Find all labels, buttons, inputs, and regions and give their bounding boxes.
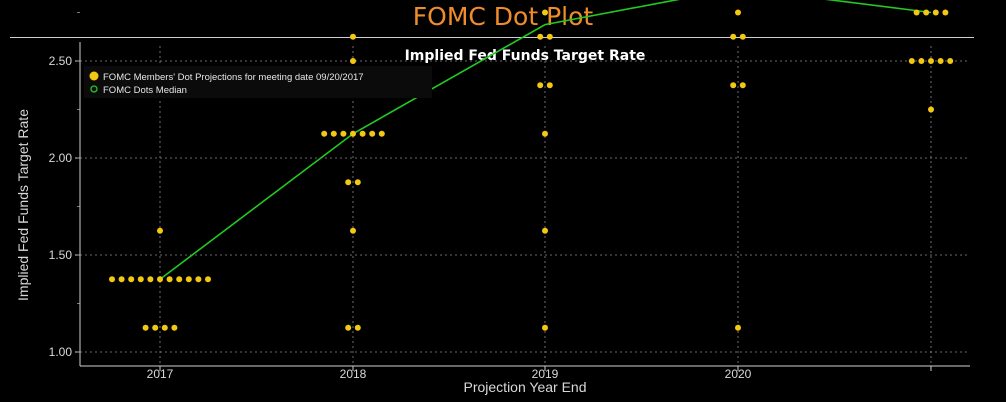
fomc-dot: [369, 130, 376, 137]
fomc-dot: [928, 58, 934, 64]
median-line-group: [159, 0, 932, 280]
fomc-dot: [546, 82, 553, 89]
fomc-dot: [913, 9, 920, 16]
title-divider: [10, 37, 974, 38]
fomc-dot: [166, 276, 173, 283]
fomc-dot: [537, 82, 544, 89]
legend-entry-median: FOMC Dots Median: [103, 85, 187, 96]
fomc-dot: [908, 58, 915, 64]
fomc-dot: [350, 58, 356, 64]
y-tick-label: 2.50: [49, 54, 73, 68]
fomc-dot: [350, 130, 356, 137]
y-tick-label: 2.00: [49, 151, 73, 165]
fomc-dot: [195, 276, 202, 283]
fomc-dot: [739, 82, 746, 89]
fomc-dot: [340, 130, 347, 137]
fomc-dot: [928, 106, 934, 113]
x-tick-label: 2018: [340, 367, 367, 381]
x-tick-label: 2017: [147, 367, 174, 381]
fomc-dot: [345, 179, 352, 186]
fomc-dot: [161, 324, 168, 331]
fomc-dot: [147, 276, 154, 283]
fomc-dot: [321, 130, 328, 137]
page-title: FOMC Dot Plot: [412, 2, 594, 31]
fomc-dot: [542, 9, 548, 16]
fomc-dot: [157, 276, 163, 283]
fomc-dot: [546, 33, 553, 40]
fomc-dot: [142, 324, 149, 331]
fomc-dot: [730, 82, 737, 89]
fomc-dot: [923, 9, 930, 16]
median-line: [159, 0, 932, 280]
chart-title: Implied Fed Funds Target Rate: [405, 48, 646, 64]
legend-dot-marker: [89, 71, 99, 81]
fomc-dot: [378, 130, 385, 137]
fomc-dot: [942, 9, 949, 16]
legend-box: [84, 66, 432, 98]
fomc-dot: [171, 324, 178, 331]
x-axis-label: Projection Year End: [464, 379, 587, 395]
legend-median-marker: [90, 85, 98, 93]
fomc-dot: [542, 227, 548, 234]
legend: FOMC Members' Dot Projections for meetin…: [84, 66, 432, 98]
grid-lines: [80, 46, 970, 366]
fomc-dot: [537, 33, 544, 40]
fomc-dot: [542, 324, 548, 331]
fomc-dot: [157, 227, 163, 234]
fomc-dot: [152, 324, 159, 331]
fomc-dot: [735, 9, 741, 16]
x-tick-label: 2019: [532, 367, 559, 381]
fomc-dot: [176, 276, 183, 283]
fomc-dot: [345, 324, 352, 331]
y-tick-label: 1.50: [49, 248, 73, 262]
legend-entry-dots: FOMC Members' Dot Projections for meetin…: [103, 72, 364, 83]
fomc-dot: [542, 130, 548, 137]
fomc-dot: [350, 227, 356, 234]
fomc-dot: [735, 324, 741, 331]
fomc-dot: [137, 276, 144, 283]
fomc-dot: [932, 9, 939, 16]
fomc-dot: [354, 324, 361, 331]
fomc-dot: [118, 276, 125, 283]
fomc-dot: [185, 276, 192, 283]
y-axis-label: Implied Fed Funds Target Rate: [15, 109, 31, 301]
fomc-dot: [330, 130, 337, 137]
fomc-dot: [350, 33, 356, 40]
fomc-dot: [205, 276, 211, 283]
fomc-dot: [937, 58, 944, 64]
fomc-dot: [947, 58, 954, 64]
fomc-dot: [918, 58, 925, 64]
y-tick-label: 1.00: [49, 345, 73, 359]
fomc-dot: [128, 276, 135, 283]
fomc-dot: [109, 276, 115, 283]
fomc-dot: [739, 33, 746, 40]
fomc-dot: [354, 179, 361, 186]
fomc-dot: [730, 33, 737, 40]
fomc-dot: [359, 130, 366, 137]
x-tick-label: 2020: [725, 367, 752, 381]
axes: 1.001.502.002.503.003.504.00201720182019…: [49, 12, 970, 381]
